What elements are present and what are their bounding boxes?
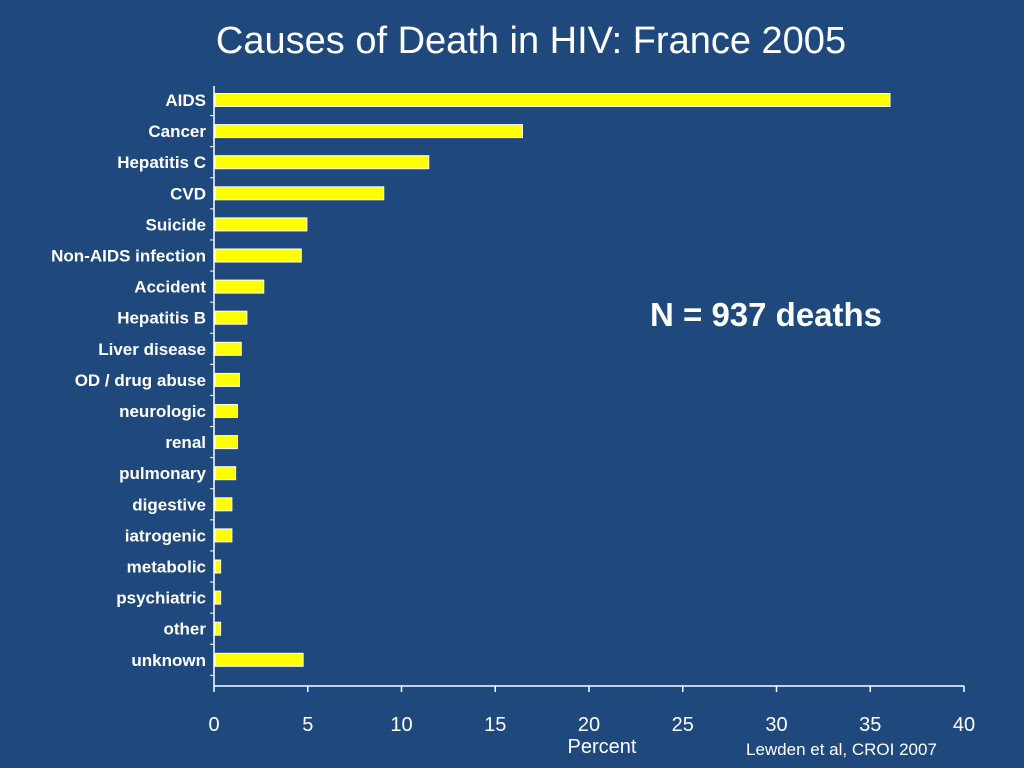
bar-hepatitis-c xyxy=(214,155,430,170)
category-label: Non-AIDS infection xyxy=(51,247,206,266)
category-label: Suicide xyxy=(146,215,206,234)
category-label: Hepatitis C xyxy=(117,153,206,172)
source-citation: Lewden et al, CROI 2007 xyxy=(746,740,937,759)
x-tick-label: 15 xyxy=(484,714,506,736)
bar-unknown xyxy=(214,652,304,667)
bar-metabolic xyxy=(214,559,222,574)
category-label: AIDS xyxy=(165,91,206,110)
bar-psychiatric xyxy=(214,590,222,605)
category-label: Cancer xyxy=(148,122,206,141)
category-label: other xyxy=(164,620,207,639)
chart-title: Causes of Death in HIV: France 2005 xyxy=(215,20,847,62)
bar-neurologic xyxy=(214,404,238,418)
category-label: neurologic xyxy=(119,402,206,421)
x-tick-label: 0 xyxy=(208,714,219,736)
bar-digestive xyxy=(214,497,233,512)
bar-non-aids-infection xyxy=(214,248,302,263)
category-label: Hepatitis B xyxy=(117,309,206,328)
bar-renal xyxy=(214,435,238,450)
bar-iatrogenic xyxy=(214,528,233,543)
x-axis-title: Percent xyxy=(568,736,637,758)
x-tick-label: 40 xyxy=(953,714,975,736)
category-label: Liver disease xyxy=(98,340,206,359)
category-label: pulmonary xyxy=(119,464,206,483)
bar-aids xyxy=(214,93,891,107)
x-tick-label: 30 xyxy=(765,714,787,736)
category-label: unknown xyxy=(131,651,206,670)
x-tick-label: 25 xyxy=(672,714,694,736)
bar-od-drug-abuse xyxy=(214,372,240,387)
bar-accident xyxy=(214,279,265,294)
x-tick-label: 20 xyxy=(578,714,600,736)
category-label: CVD xyxy=(170,184,206,203)
category-label: Accident xyxy=(134,278,206,297)
bar-other xyxy=(214,621,222,636)
x-tick-label: 10 xyxy=(390,714,412,736)
bar-cvd xyxy=(214,186,385,201)
x-tick-label: 5 xyxy=(302,714,313,736)
category-label: psychiatric xyxy=(116,589,206,608)
category-label: digestive xyxy=(132,495,206,514)
category-labels: AIDS Cancer Hepatitis C CVD Suicide Non-AIDS … xyxy=(51,91,206,670)
bars-layer xyxy=(214,93,891,667)
deaths-count-annotation: N = 937 deaths xyxy=(650,296,883,333)
category-label: iatrogenic xyxy=(125,526,206,545)
x-tick-label: 35 xyxy=(859,714,881,736)
bar-pulmonary xyxy=(214,466,237,481)
category-label: renal xyxy=(165,433,206,452)
bar-cancer xyxy=(214,124,523,139)
bar-suicide xyxy=(214,217,308,232)
category-label: metabolic xyxy=(127,558,206,577)
category-label: OD / drug abuse xyxy=(75,371,206,390)
x-tick-labels: 0 5 10 15 20 25 30 35 40 xyxy=(208,714,975,736)
bar-hepatitis-b xyxy=(214,310,248,325)
bar-liver-disease xyxy=(214,341,242,356)
axes xyxy=(210,86,965,692)
